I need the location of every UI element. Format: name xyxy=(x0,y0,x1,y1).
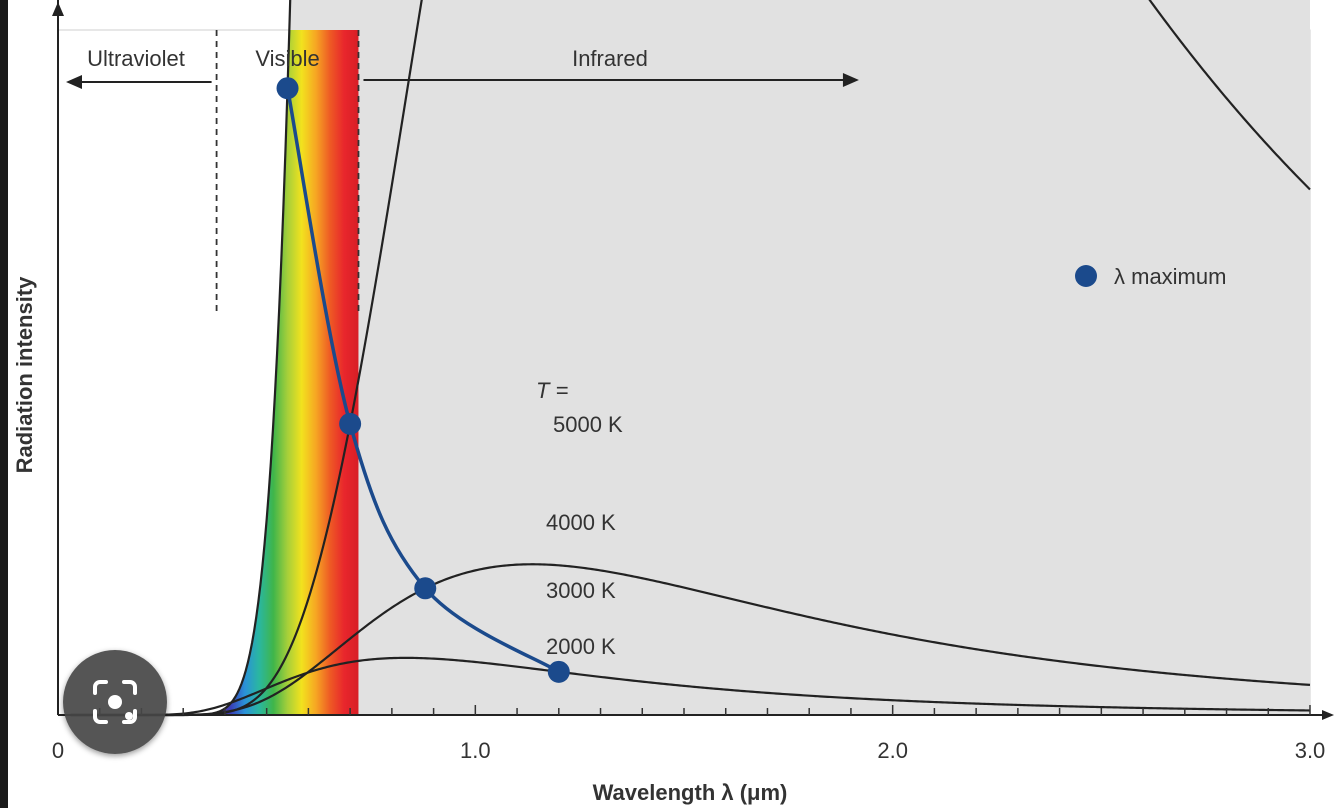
curve-4000k xyxy=(70,0,1311,717)
temperature-prefix-label: T = xyxy=(536,378,569,403)
series-label-2000k: 2000 K xyxy=(546,634,616,659)
x-tick-label: 1.0 xyxy=(460,738,491,763)
ultraviolet-label: Ultraviolet xyxy=(87,46,185,71)
y-axis-label: Radiation intensity xyxy=(12,276,37,474)
y-axis-arrow xyxy=(52,2,64,16)
lambda-max-point xyxy=(547,660,570,683)
x-axis-arrow xyxy=(1322,710,1334,720)
curve-2000k xyxy=(70,656,1311,717)
lambda-max-point xyxy=(276,77,299,100)
figure-frame: 0 1.0 2.0 3.0 Wavelength λ (μm) Radiation int… xyxy=(8,0,1334,808)
area-under-5000k xyxy=(70,0,1310,715)
infrared-arrow-head xyxy=(842,73,859,87)
curve-5000k xyxy=(70,0,292,717)
x-tick-label: 0 xyxy=(52,738,64,763)
legend-marker xyxy=(1075,265,1097,287)
ultraviolet-arrow-head xyxy=(66,75,82,89)
lambda-max-point xyxy=(339,412,362,435)
lens-button[interactable] xyxy=(63,650,167,754)
legend-label: λ maximum xyxy=(1114,264,1226,289)
blackbody-chart: 0 1.0 2.0 3.0 Wavelength λ (μm) Radiation int… xyxy=(12,0,1334,805)
visible-label: Visible xyxy=(255,46,319,71)
infrared-label: Infrared xyxy=(572,46,648,71)
camera-lens-icon xyxy=(93,680,137,724)
series-label-4000k: 4000 K xyxy=(546,510,616,535)
x-tick-label: 2.0 xyxy=(877,738,908,763)
curve-3000k xyxy=(70,563,1311,717)
x-tick-label: 3.0 xyxy=(1295,738,1326,763)
lambda-max-curve xyxy=(285,87,560,674)
series-label-3000k: 3000 K xyxy=(546,578,616,603)
series-label-5000k: 5000 K xyxy=(553,412,623,437)
lambda-max-point xyxy=(414,577,437,600)
x-axis-label: Wavelength λ (μm) xyxy=(593,780,788,805)
